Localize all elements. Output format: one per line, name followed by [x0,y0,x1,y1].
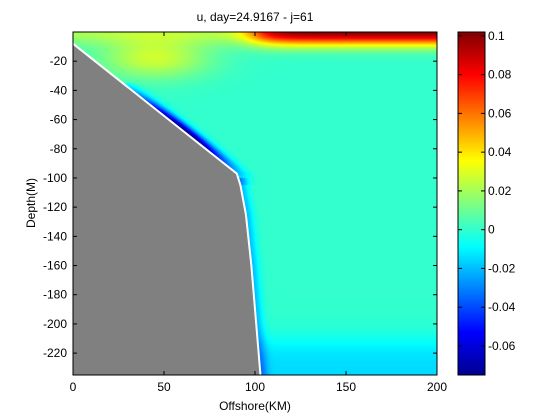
y-tick-label: -160 [43,259,67,273]
x-tick-label: 200 [427,380,447,394]
colorbar-tick-label: -0.06 [488,339,516,353]
x-tick-label: 0 [70,380,77,394]
colorbar-tick-label: 0.04 [488,145,512,159]
y-tick-label: -140 [43,229,67,243]
colorbar-tick-label: 0.06 [488,106,512,120]
y-tick-label: -180 [43,288,67,302]
bathymetry-line [73,42,262,375]
y-tick-label: -40 [50,83,68,97]
colorbar-tick-label: 0.1 [488,29,505,43]
colorbar-ticks: 0.1 0.08 0.06 0.04 0.02 0 -0.02 -0.04 -0.06 [458,29,516,353]
y-tick-label: -100 [43,171,67,185]
y-tick-label: -220 [43,346,67,360]
x-tick-label: 50 [157,380,171,394]
x-axis-label: Offshore(KM) [219,399,291,413]
x-axis: 0 50 100 150 200 [70,32,447,394]
chart-title: u, day=24.9167 - j=61 [197,10,314,24]
y-tick-label: -80 [50,142,68,156]
plot-area [73,32,437,375]
y-axis-label: Depth(M) [24,178,38,228]
colorbar-frame [457,31,486,376]
y-tick-label: -200 [43,317,67,331]
colorbar-tick-label: -0.02 [488,261,516,275]
y-tick-label: -120 [43,200,67,214]
colorbar-tick-label: 0 [488,223,495,237]
x-tick-label: 150 [336,380,356,394]
colorbar-gradient [458,32,485,375]
y-tick-label: -20 [50,54,68,68]
colorbar-tick-label: -0.04 [488,300,516,314]
colorbar: 0.1 0.08 0.06 0.04 0.02 0 -0.02 -0.04 -0.06 [457,29,516,376]
y-axis: -20 -40 -60 -80 -100 -120 -140 -160 -180 -200 -220 [43,54,437,360]
colorbar-tick-label: 0.02 [488,184,512,198]
colorbar-tick-label: 0.08 [488,68,512,82]
land-mask [73,32,261,375]
y-tick-label: -60 [50,113,68,127]
x-tick-label: 100 [245,380,265,394]
